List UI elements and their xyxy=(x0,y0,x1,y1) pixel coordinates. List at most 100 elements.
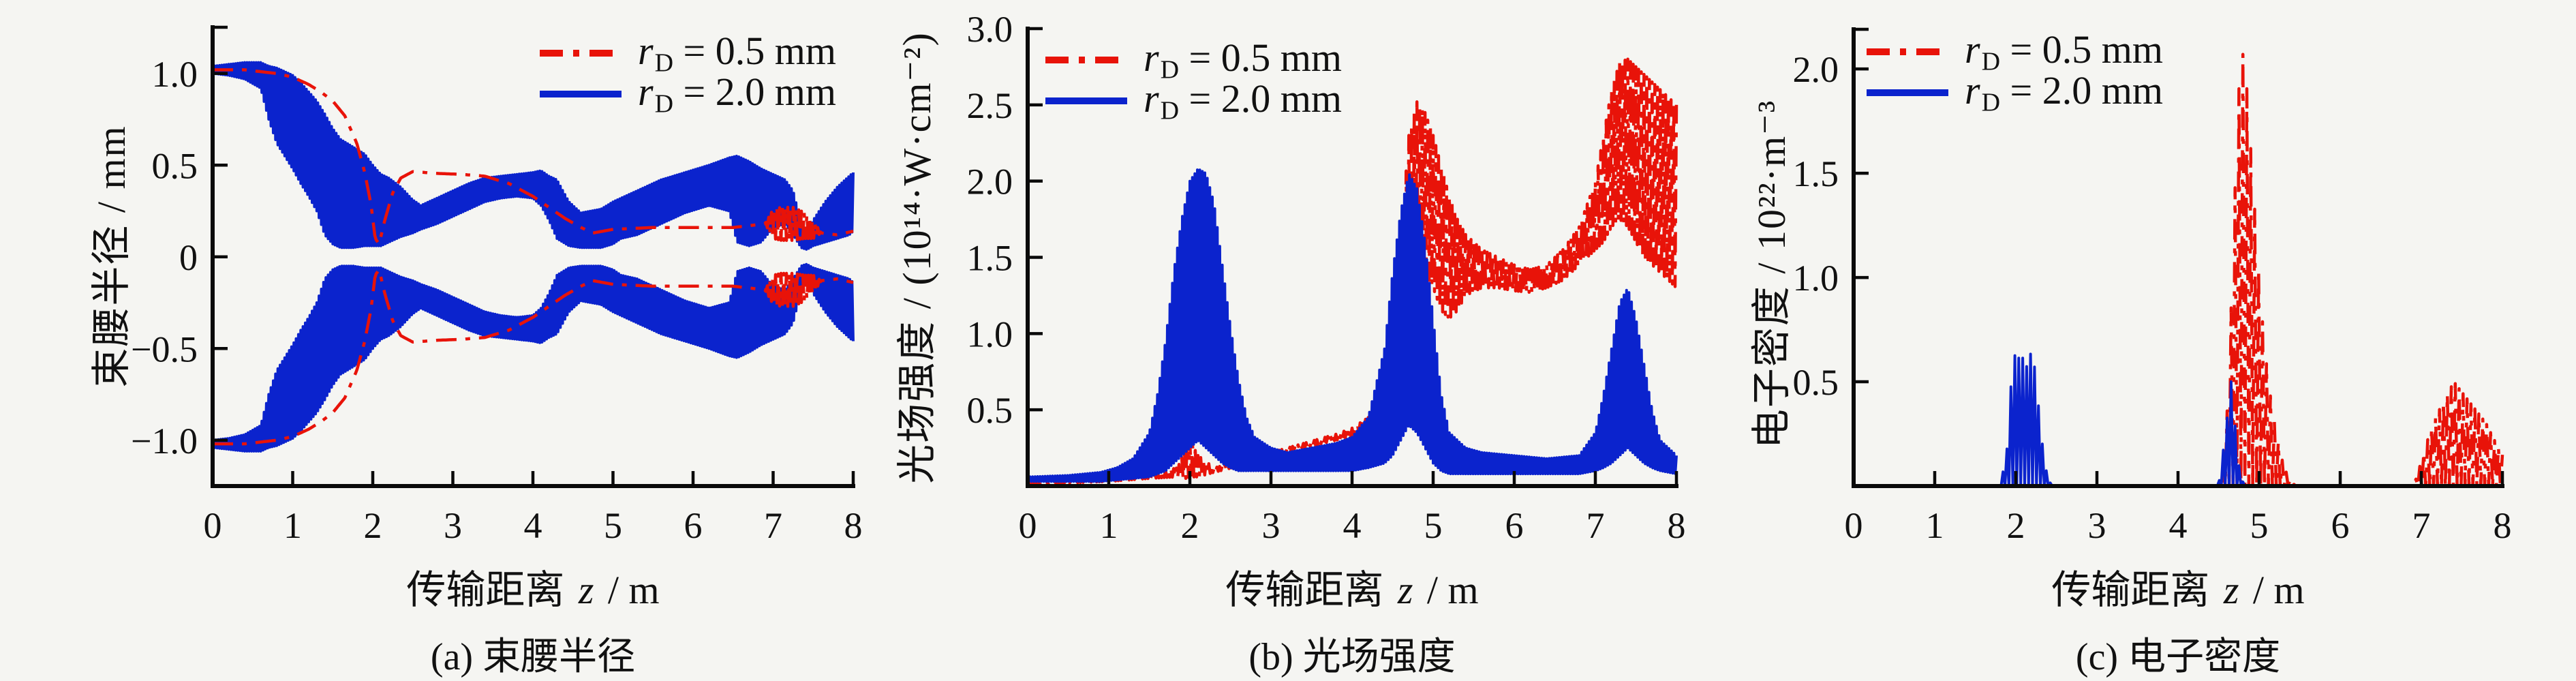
svg-text:1.0: 1.0 xyxy=(1793,258,1839,299)
svg-text:6: 6 xyxy=(684,505,703,546)
legend-value: = 0.5 mm xyxy=(673,29,836,74)
legend-item-rd20: rD = 2.0 mm xyxy=(1044,76,1342,125)
svg-text:−1.0: −1.0 xyxy=(131,421,198,461)
legend-symbol: r xyxy=(638,70,654,115)
svg-text:2.5: 2.5 xyxy=(967,85,1013,126)
legend-symbol: r xyxy=(1144,76,1159,121)
svg-text:3: 3 xyxy=(2088,505,2106,546)
svg-text:8: 8 xyxy=(1668,505,1686,546)
svg-text:1.0: 1.0 xyxy=(152,54,198,95)
legend-value: = 0.5 mm xyxy=(2000,27,2163,72)
svg-text:6: 6 xyxy=(1505,505,1524,546)
caption-a: (a) 束腰半径 xyxy=(430,636,636,678)
svg-text:3.0: 3.0 xyxy=(967,9,1013,50)
legend-label: rD = 2.0 mm xyxy=(1965,67,2163,118)
legend-item-rd05: rD = 0.5 mm xyxy=(1044,35,1342,85)
legend-item-rd05: rD = 0.5 mm xyxy=(1865,27,2163,76)
legend-label: rD = 2.0 mm xyxy=(638,69,836,119)
svg-text:3: 3 xyxy=(1262,505,1281,546)
legend-line-blue-solid-icon xyxy=(1867,89,1948,96)
legend-item-rd05: rD = 0.5 mm xyxy=(538,29,836,78)
svg-text:4: 4 xyxy=(524,505,542,546)
svg-text:2: 2 xyxy=(1181,505,1199,546)
legend-subscript: D xyxy=(654,89,674,119)
svg-text:0.5: 0.5 xyxy=(1793,362,1839,403)
svg-text:0: 0 xyxy=(1845,505,1863,546)
legend-value: = 2.0 mm xyxy=(673,70,836,115)
x-title-unit: / m xyxy=(598,568,660,612)
svg-text:2: 2 xyxy=(364,505,382,546)
y-axis-title-c: 电子密度 / 10²²·m⁻³ xyxy=(1749,99,1794,449)
svg-text:5: 5 xyxy=(604,505,622,546)
legend-value: = 0.5 mm xyxy=(1179,35,1342,80)
x-axis-title-a: 传输距离 z / m xyxy=(406,558,659,615)
legend-symbol: r xyxy=(1144,35,1159,80)
legend-c: rD = 0.5 mm rD = 2.0 mm xyxy=(1865,27,2163,117)
caption-b: (b) 光场强度 xyxy=(1248,636,1456,678)
svg-text:8: 8 xyxy=(2494,505,2512,546)
x-title-unit: / m xyxy=(2243,568,2305,612)
x-title-text: 传输距离 xyxy=(406,568,574,612)
svg-text:1: 1 xyxy=(283,505,302,546)
svg-text:0.5: 0.5 xyxy=(152,145,198,186)
legend-line-blue-solid-icon xyxy=(1045,97,1127,104)
svg-text:−0.5: −0.5 xyxy=(131,329,198,369)
x-title-unit: / m xyxy=(1417,568,1479,612)
svg-text:8: 8 xyxy=(844,505,863,546)
x-axis-title-c: 传输距离 z / m xyxy=(2051,558,2304,615)
svg-text:5: 5 xyxy=(1424,505,1443,546)
svg-text:6: 6 xyxy=(2331,505,2350,546)
x-title-text: 传输距离 xyxy=(2051,568,2220,612)
legend-value: = 2.0 mm xyxy=(1179,76,1342,121)
legend-item-rd20: rD = 2.0 mm xyxy=(538,70,836,119)
legend-label: rD = 0.5 mm xyxy=(1144,35,1342,85)
svg-text:5: 5 xyxy=(2250,505,2269,546)
x-title-variable: z xyxy=(1397,568,1413,612)
legend-item-rd20: rD = 2.0 mm xyxy=(1865,68,2163,117)
x-axis-title-b: 传输距离 z / m xyxy=(1225,558,1478,615)
svg-text:0: 0 xyxy=(179,237,198,278)
svg-text:2: 2 xyxy=(2007,505,2025,546)
legend-label: rD = 0.5 mm xyxy=(638,28,836,78)
svg-text:7: 7 xyxy=(2412,505,2431,546)
svg-text:2.0: 2.0 xyxy=(967,162,1013,202)
y-axis-title-a: 束腰半径 / mm xyxy=(89,125,134,388)
legend-line-red-dashdot-icon xyxy=(1045,57,1127,63)
svg-text:7: 7 xyxy=(1586,505,1605,546)
legend-subscript: D xyxy=(1160,55,1180,85)
svg-text:0: 0 xyxy=(1019,505,1037,546)
svg-text:0: 0 xyxy=(204,505,222,546)
x-title-text: 传输距离 xyxy=(1225,568,1394,612)
svg-text:1.5: 1.5 xyxy=(1793,153,1839,194)
svg-text:1: 1 xyxy=(1926,505,1944,546)
legend-label: rD = 2.0 mm xyxy=(1144,76,1342,126)
svg-text:7: 7 xyxy=(764,505,782,546)
legend-subscript: D xyxy=(1160,96,1180,125)
x-title-variable: z xyxy=(2223,568,2239,612)
svg-text:1.0: 1.0 xyxy=(967,314,1013,354)
legend-symbol: r xyxy=(638,29,654,74)
caption-c: (c) 电子密度 xyxy=(2075,636,2281,678)
legend-subscript: D xyxy=(1981,47,2001,76)
svg-text:4: 4 xyxy=(1343,505,1362,546)
legend-line-red-dashdot-icon xyxy=(540,50,622,57)
legend-line-red-dashdot-icon xyxy=(1867,48,1948,55)
legend-value: = 2.0 mm xyxy=(2000,68,2163,113)
legend-label: rD = 0.5 mm xyxy=(1965,27,2163,77)
svg-text:3: 3 xyxy=(444,505,462,546)
legend-symbol: r xyxy=(1965,68,1980,113)
legend-subscript: D xyxy=(654,48,674,78)
legend-a: rD = 0.5 mm rD = 2.0 mm xyxy=(538,29,836,119)
svg-text:1.5: 1.5 xyxy=(967,238,1013,279)
legend-subscript: D xyxy=(1981,88,2001,117)
y-axis-title-b: 光场强度 / (10¹⁴·W·cm⁻²) xyxy=(895,31,939,484)
svg-text:2.0: 2.0 xyxy=(1793,49,1839,90)
svg-text:4: 4 xyxy=(2169,505,2188,546)
svg-text:1: 1 xyxy=(1100,505,1118,546)
legend-b: rD = 0.5 mm rD = 2.0 mm xyxy=(1044,35,1342,125)
legend-symbol: r xyxy=(1965,27,1980,72)
svg-text:0.5: 0.5 xyxy=(967,390,1013,431)
x-title-variable: z xyxy=(578,568,594,612)
